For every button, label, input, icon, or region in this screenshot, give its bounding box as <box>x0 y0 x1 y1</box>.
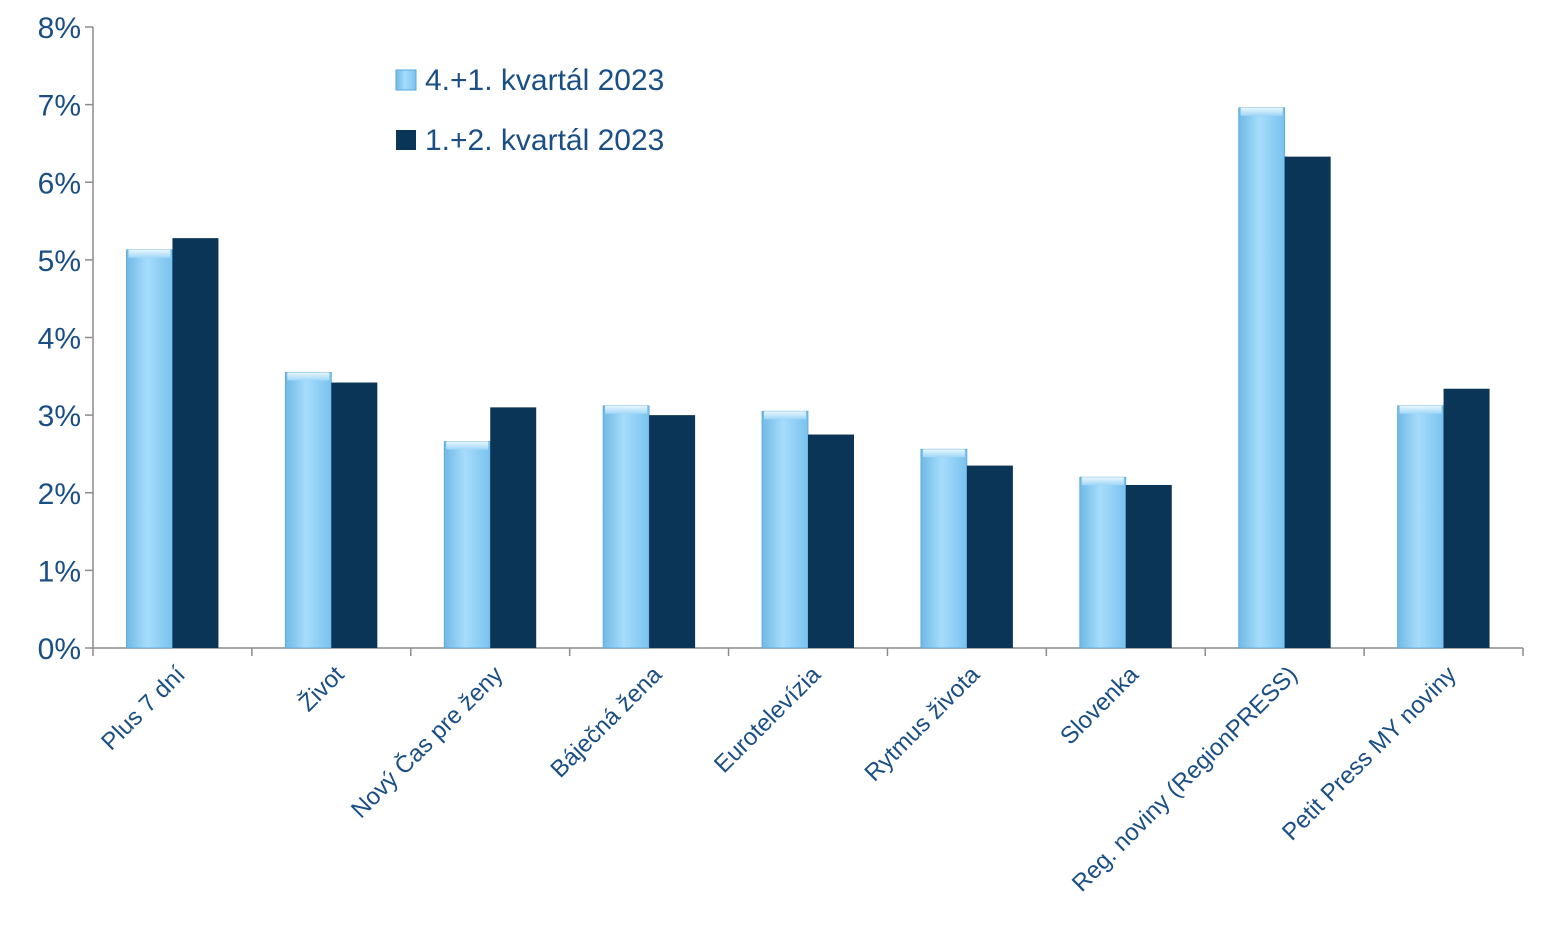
y-tick-label: 6% <box>38 167 81 200</box>
legend-item: 4.+1. kvartál 2023 <box>395 64 664 97</box>
bar-series2 <box>172 238 219 648</box>
bar-series2 <box>808 434 854 648</box>
bar-series2 <box>1284 156 1331 649</box>
y-tick-label: 4% <box>38 323 81 356</box>
y-tick-label: 0% <box>38 633 81 666</box>
y-tick-label: 3% <box>38 400 81 433</box>
bar-series1 <box>443 441 491 649</box>
y-tick-label: 7% <box>38 90 81 123</box>
category-label: Plus 7 dní <box>96 661 191 756</box>
bar-series1 <box>126 249 173 649</box>
bar-series2 <box>1443 388 1490 648</box>
legend-item: 1.+2. kvartál 2023 <box>396 124 664 157</box>
bar-series2 <box>331 382 378 648</box>
legend-swatch <box>395 69 417 91</box>
category-label: Eurotelevízia <box>709 661 827 779</box>
legend: 4.+1. kvartál 2023 1.+2. kvartál 2023 <box>395 64 664 157</box>
bar-series2 <box>966 465 1013 648</box>
y-axis-ticks: 0% 1% 2% 3% 4% 5% 6% 7% 8% <box>38 12 93 666</box>
bar-series2 <box>649 415 696 648</box>
legend-label: 1.+2. kvartál 2023 <box>425 124 664 157</box>
y-axis: 0% 1% 2% 3% 4% 5% 6% 7% 8% <box>38 12 94 666</box>
bar-series2 <box>1125 484 1172 648</box>
category-label: Život <box>294 661 350 717</box>
y-tick-label: 5% <box>38 245 81 278</box>
category-label: Nový Čas pre ženy <box>345 660 508 823</box>
bar-series1 <box>1079 476 1127 649</box>
category-label: Petit Press MY noviny <box>1277 661 1462 846</box>
y-tick-label: 1% <box>38 555 81 588</box>
bar-series1 <box>1238 107 1286 649</box>
bar-series2 <box>490 407 537 648</box>
bar-series1 <box>920 448 968 649</box>
bar-series1 <box>761 410 809 649</box>
bar-series1 <box>602 405 650 649</box>
category-label: Báječná žena <box>545 661 667 783</box>
bar-series1 <box>284 372 332 649</box>
bar-series1 <box>1397 405 1444 649</box>
x-axis <box>92 647 1524 656</box>
legend-swatch <box>396 130 416 150</box>
y-tick-label: 2% <box>38 478 81 511</box>
category-label: Rytmus života <box>859 661 985 787</box>
category-label: Slovenka <box>1055 661 1144 750</box>
y-tick-label: 8% <box>38 12 81 45</box>
x-axis-ticks <box>92 648 1524 656</box>
bars <box>126 107 1490 649</box>
legend-label: 4.+1. kvartál 2023 <box>425 64 664 97</box>
